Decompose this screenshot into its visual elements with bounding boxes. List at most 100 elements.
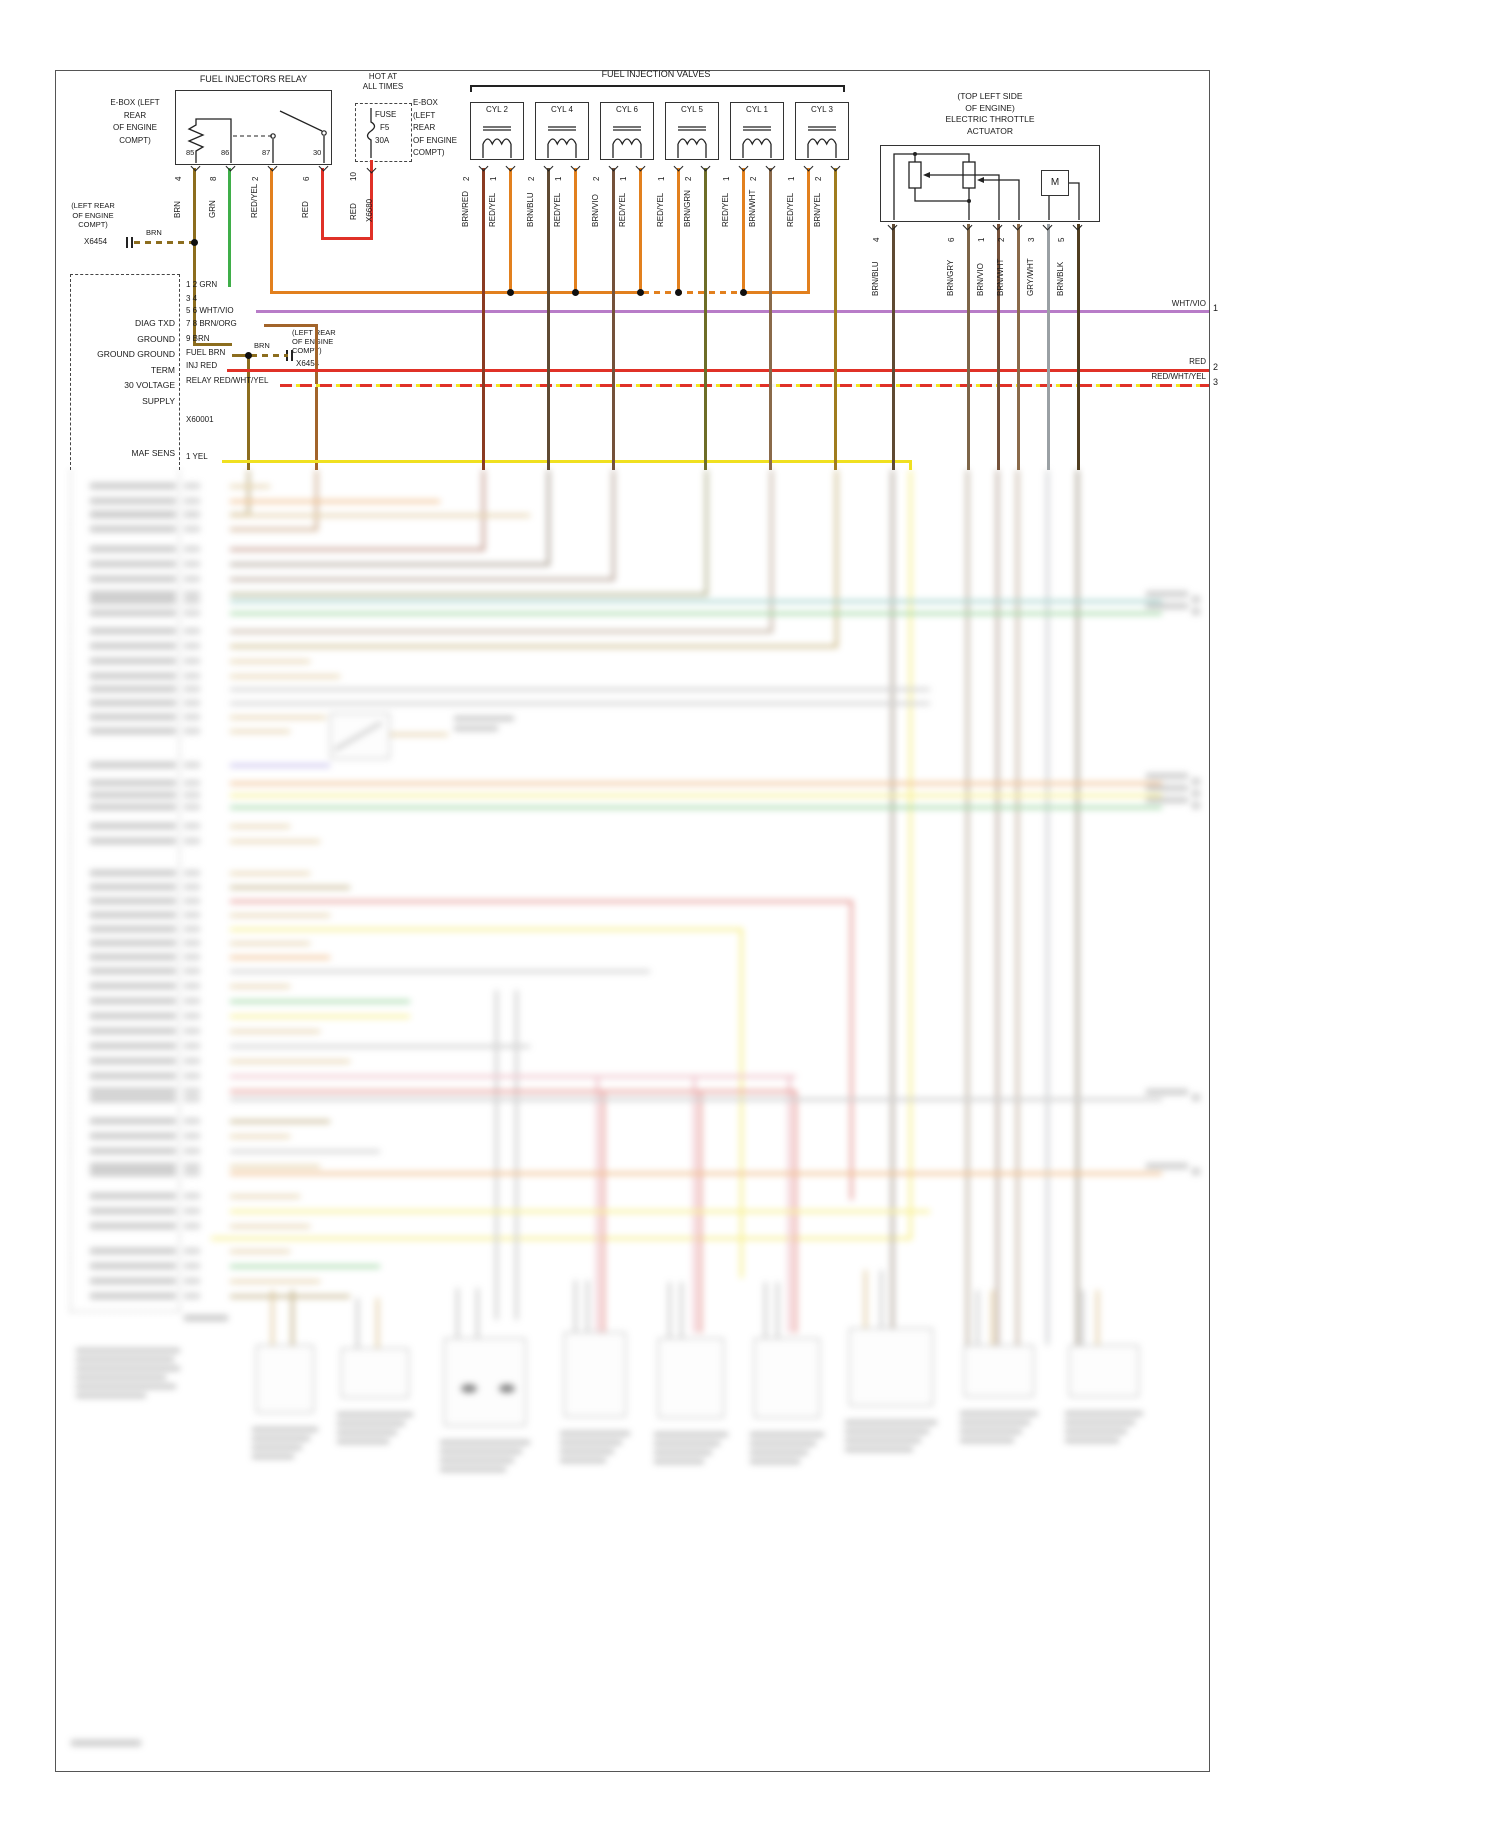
wire-segment [891,224,895,470]
wire-segment [515,990,518,1320]
wire-segment [482,470,485,550]
wire-segment [230,914,330,917]
blur-bar [184,1133,200,1139]
blur-bar [440,1440,530,1445]
wire-color-label: BRN/RED [461,190,470,227]
wire-segment [864,1270,867,1328]
blur-bar [184,686,200,692]
blur-bar [184,1163,200,1169]
blur-bar [252,1445,302,1450]
wire-segment [230,1060,350,1063]
wire-color-label: RED [301,201,310,218]
injector-coil-icon [730,116,784,158]
wire-segment [230,970,650,973]
blur-bar [184,561,200,567]
blur-bar [337,1421,405,1426]
blur-bar [76,1357,174,1362]
wire-segment [230,928,740,931]
wire-segment [230,1265,380,1268]
wire-segment [693,1075,696,1333]
pin-number-label: 1 [787,176,796,181]
terminal-dot [499,1384,515,1393]
blur-bar [184,673,200,679]
blur-bar [90,1193,176,1199]
wire-segment [776,1282,779,1338]
blur-bar [1065,1438,1119,1443]
wire-segment [1046,224,1050,470]
blur-bar [90,1223,176,1229]
wire-segment [230,1135,290,1138]
blur-bar [90,1263,176,1269]
wire-segment [356,1298,359,1348]
blur-bar [184,1028,200,1034]
wire-segment [769,168,772,470]
edge-exit-wire-label: RED [1189,357,1206,366]
wire-segment [247,470,250,515]
pin-number-label: 4 [872,237,881,242]
blur-bar [184,700,200,706]
blur-bar [1065,1420,1135,1425]
fuel-injection-valves-title: FUEL INJECTION VALVES [601,69,711,79]
dme-connector-box-continued [70,470,180,1312]
wire-segment [470,85,472,92]
blur-bar [184,598,200,604]
wire-segment [230,716,326,719]
blur-bar [90,804,176,810]
wire-segment [230,1295,350,1298]
wire-segment [230,645,838,648]
x6454-mid-wire-label: BRN [254,341,270,350]
wire-segment [966,224,970,470]
blur-bar [90,1013,176,1019]
edge-exit-wire-label: RED/WHT/YEL [1151,372,1206,381]
injector-box [600,102,654,160]
blur-bar [1065,1429,1127,1434]
wire-segment [271,1290,274,1345]
relay-terminal-label: 30 [313,148,322,157]
pin-number-label: 2 [684,176,693,181]
component-box [1069,1345,1139,1397]
fuse-id: F5 [380,123,390,132]
wire-color-label: BRN/BLU [526,192,535,227]
blur-bar [184,1263,200,1269]
blur-bar [184,658,200,664]
wire-segment [251,354,288,357]
blur-bar [90,643,176,649]
wire-segment [547,168,550,470]
blur-bar [90,714,176,720]
blur-bar [90,511,176,517]
blur-bar [184,898,200,904]
wire-segment [230,600,1162,603]
wire-segment [547,470,550,565]
wire-color-label: RED [349,203,358,220]
wire-segment [704,168,707,470]
blur-bar [560,1449,614,1454]
blur-bar [90,1096,176,1102]
junction-dot [637,288,644,296]
pin-number-label: 2 [251,176,260,181]
blur-bar [184,643,200,649]
dme-pin-row: INJ RED [186,361,218,370]
blur-bar [90,762,176,768]
dme-pin-row: 5 6 WHT/VIO [186,306,234,315]
blur-bar [90,884,176,890]
wire-segment [227,369,1209,372]
blur-bar [184,498,200,504]
throttle-title: (TOP LEFT SIDE OF ENGINE) ELECTRIC THROT… [945,91,1035,136]
x6454-top-connector-icon [126,237,133,248]
blur-bar [90,526,176,532]
wire-segment [740,928,743,1278]
wire-segment [321,168,324,240]
component-box [256,1345,314,1413]
blur-bar [90,546,176,552]
blur-bar [454,716,514,721]
blur-bar [440,1449,522,1454]
edge-exit-number: 3 [1213,377,1219,387]
junction-dot [675,288,682,296]
wire-segment [677,168,680,294]
blur-bar [184,870,200,876]
wire-segment [390,733,448,736]
blur-bar [90,926,176,932]
wire-segment [193,168,196,346]
blur-bar [184,728,200,734]
wire-segment [574,168,577,294]
